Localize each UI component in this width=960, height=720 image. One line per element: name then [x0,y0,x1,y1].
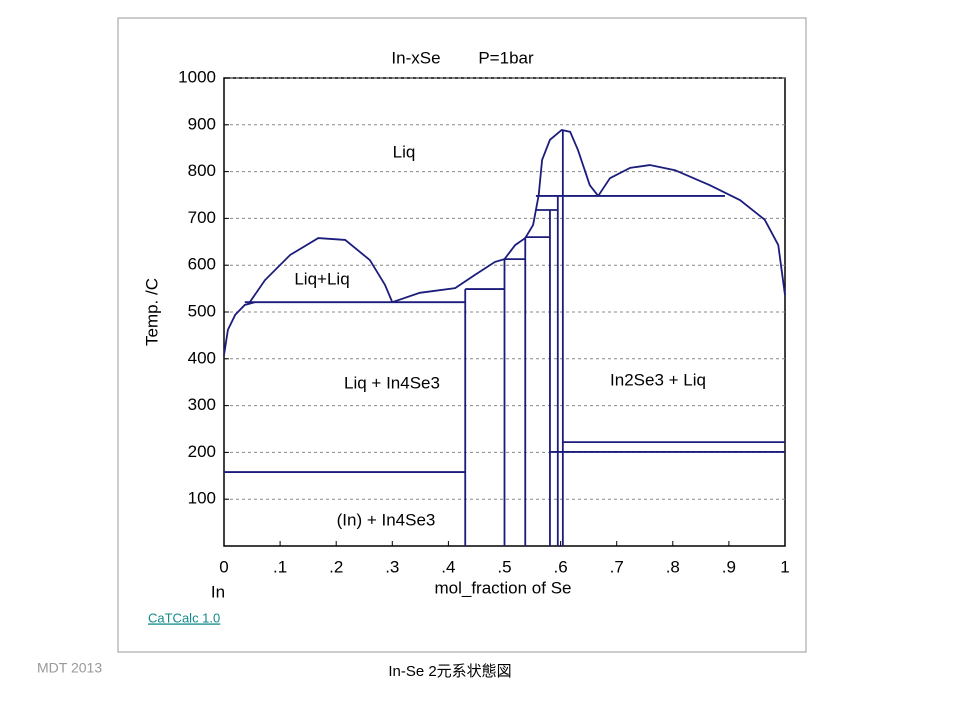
chart-subtitle: P=1bar [478,48,534,67]
y-tick-label: 500 [188,301,216,320]
x-tick-label: .5 [497,557,511,576]
y-tick-label: 200 [188,442,216,461]
y-tick-label: 1000 [178,67,216,86]
region-label: (In) + In4Se3 [337,510,436,529]
footer-left: MDT 2013 [37,660,102,676]
link[interactable]: CaTCalc 1.0 [148,610,220,625]
y-tick-label: 300 [188,395,216,414]
phase-boundary [597,164,786,296]
y-tick-label: 400 [188,348,216,367]
y-tick-label: 100 [188,489,216,508]
y-tick-label: 800 [188,161,216,180]
y-axis-label: Temp. /C [142,278,161,346]
chart-title: In-xSe [391,48,440,67]
x-tick-label: .9 [722,557,736,576]
x-tick-label: .7 [610,557,624,576]
region-label: In2Se3 + Liq [610,370,706,389]
x-axis-label: mol_fraction of Se [434,578,571,597]
x-tick-label: 1 [780,557,789,576]
y-tick-label: 900 [188,114,216,133]
y-tick-label: 600 [188,255,216,274]
x-tick-label: .6 [554,557,568,576]
region-label: Liq + In4Se3 [344,373,440,392]
footer-center: In-Se 2元系状態図 [388,663,511,680]
phase-boundary [223,301,256,356]
x-tick-label: .1 [273,557,287,576]
x-tick-label: .4 [441,557,455,576]
region-label: Liq+Liq [294,269,349,288]
phase-boundary [249,237,394,303]
x-end-label: In [211,582,225,601]
x-tick-label: .2 [329,557,343,576]
region-label: Liq [393,142,416,161]
phase-boundary [503,128,599,260]
x-tick-label: 0 [219,557,228,576]
frame [117,17,807,653]
x-tick-label: .3 [385,557,399,576]
phase-boundary [392,258,505,304]
x-tick-label: .8 [666,557,680,576]
y-tick-label: 700 [188,208,216,227]
